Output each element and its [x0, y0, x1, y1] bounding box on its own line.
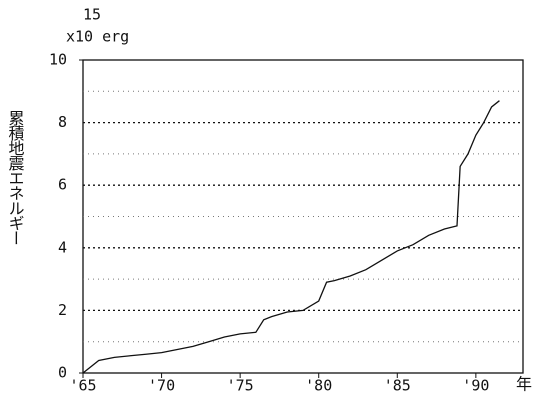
y-tick-label: 2: [58, 301, 67, 319]
data-line: [82, 100, 500, 374]
x-tick-label: '75: [227, 377, 254, 395]
y-tick-label: 4: [58, 238, 67, 256]
y-unit-exponent: 15: [83, 6, 101, 24]
x-unit: 年: [516, 375, 532, 394]
x-tick-label: '85: [384, 377, 411, 395]
y-axis-label: 累積地震エネルギー: [6, 110, 25, 245]
x-tick-label: '80: [305, 377, 332, 395]
y-unit: x10 erg: [66, 28, 129, 46]
y-tick-label: 0: [58, 364, 67, 382]
x-tick-label: '65: [69, 377, 96, 395]
y-tick-label: 8: [58, 113, 67, 131]
y-tick-label: 6: [58, 176, 67, 194]
y-tick-label: 10: [49, 51, 67, 69]
x-tick-label: '70: [148, 377, 175, 395]
x-tick-label: '90: [462, 377, 489, 395]
